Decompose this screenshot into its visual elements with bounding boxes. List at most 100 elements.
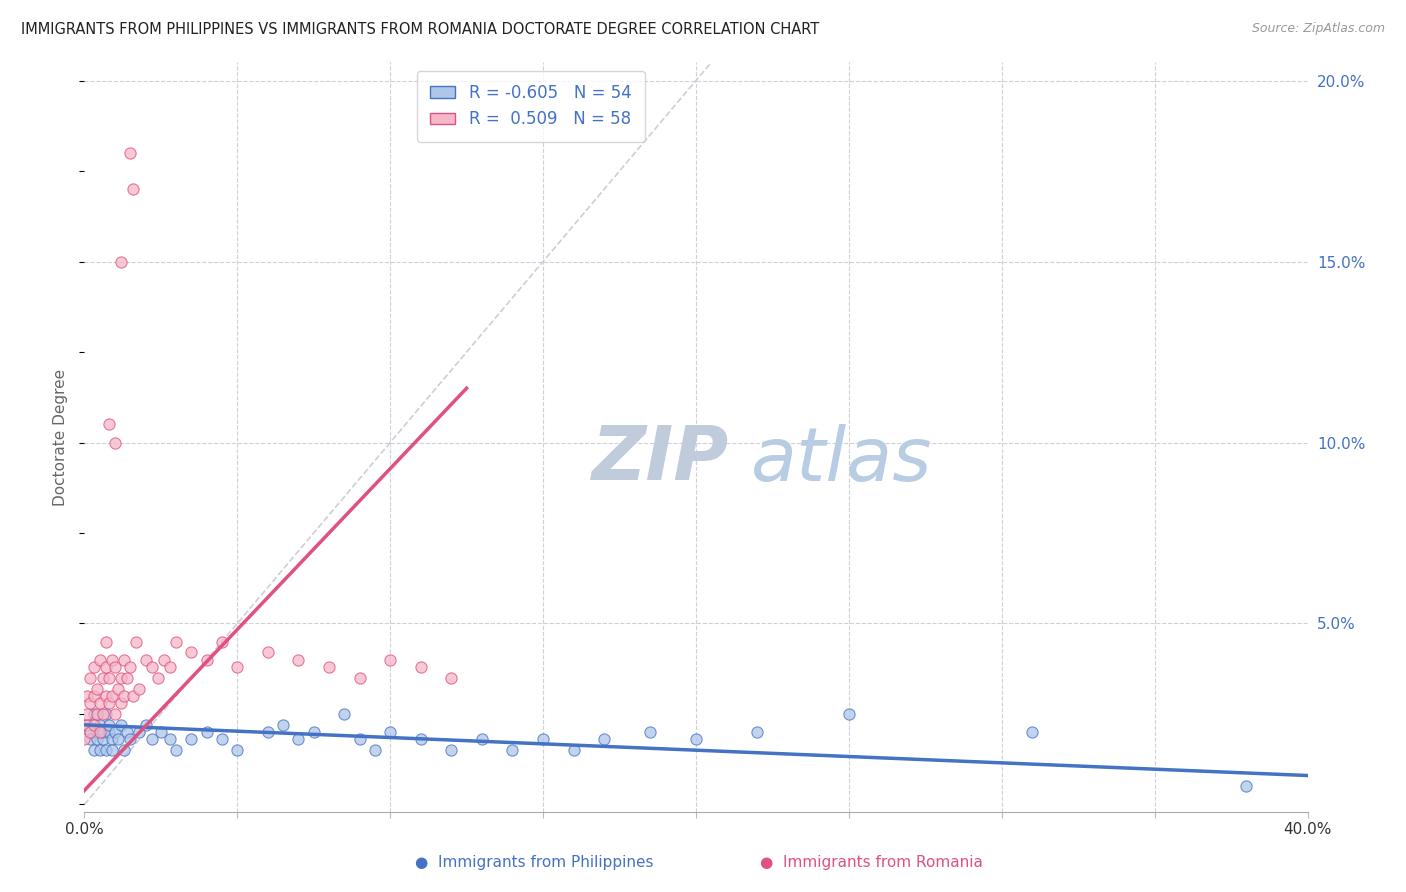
- Point: [120, 145, 142, 160]
- Point: [89, 653, 111, 667]
- Point: [159, 660, 181, 674]
- Point: [1236, 780, 1258, 794]
- Point: [104, 706, 127, 721]
- Point: [380, 725, 402, 739]
- Point: [287, 732, 309, 747]
- Point: [83, 718, 105, 732]
- Point: [89, 696, 111, 710]
- Point: [271, 718, 294, 732]
- Point: [79, 671, 101, 685]
- Point: [101, 732, 124, 747]
- Point: [257, 645, 280, 659]
- Point: [349, 732, 371, 747]
- Point: [94, 743, 117, 757]
- Point: [838, 706, 860, 721]
- Point: [101, 653, 124, 667]
- Point: [146, 671, 169, 685]
- Point: [562, 743, 585, 757]
- Point: [107, 732, 129, 747]
- Point: [195, 653, 218, 667]
- Point: [531, 732, 554, 747]
- Point: [76, 689, 98, 703]
- Point: [380, 653, 402, 667]
- Point: [73, 732, 96, 747]
- Point: [79, 725, 101, 739]
- Point: [364, 743, 387, 757]
- Point: [110, 254, 132, 268]
- Text: ZIP: ZIP: [592, 423, 730, 496]
- Point: [115, 671, 138, 685]
- Text: ●  Immigrants from Philippines: ● Immigrants from Philippines: [415, 855, 654, 870]
- Point: [211, 732, 233, 747]
- Point: [141, 660, 163, 674]
- Point: [97, 718, 120, 732]
- Text: Source: ZipAtlas.com: Source: ZipAtlas.com: [1251, 22, 1385, 36]
- Legend: R = -0.605   N = 54, R =  0.509   N = 58: R = -0.605 N = 54, R = 0.509 N = 58: [418, 70, 645, 142]
- Point: [97, 417, 120, 432]
- Text: atlas: atlas: [751, 424, 932, 496]
- Point: [112, 689, 135, 703]
- Point: [638, 725, 661, 739]
- Point: [122, 689, 145, 703]
- Point: [86, 732, 108, 747]
- Point: [165, 743, 187, 757]
- Point: [101, 689, 124, 703]
- Point: [257, 725, 280, 739]
- Point: [128, 681, 150, 696]
- Point: [86, 725, 108, 739]
- Point: [195, 725, 218, 739]
- Y-axis label: Doctorate Degree: Doctorate Degree: [53, 368, 69, 506]
- Point: [91, 671, 114, 685]
- Point: [107, 681, 129, 696]
- Point: [94, 706, 117, 721]
- Point: [76, 706, 98, 721]
- Point: [135, 653, 157, 667]
- Point: [115, 725, 138, 739]
- Point: [91, 732, 114, 747]
- Point: [211, 634, 233, 648]
- Point: [83, 706, 105, 721]
- Point: [302, 725, 325, 739]
- Point: [97, 671, 120, 685]
- Point: [89, 718, 111, 732]
- Point: [409, 732, 432, 747]
- Point: [110, 696, 132, 710]
- Point: [86, 706, 108, 721]
- Point: [91, 725, 114, 739]
- Point: [101, 743, 124, 757]
- Point: [79, 732, 101, 747]
- Point: [83, 743, 105, 757]
- Point: [79, 725, 101, 739]
- Point: [471, 732, 494, 747]
- Point: [94, 660, 117, 674]
- Point: [110, 718, 132, 732]
- Point: [76, 718, 98, 732]
- Point: [593, 732, 616, 747]
- Point: [104, 660, 127, 674]
- Point: [180, 645, 202, 659]
- Point: [1021, 725, 1043, 739]
- Point: [747, 725, 769, 739]
- Point: [120, 732, 142, 747]
- Point: [89, 725, 111, 739]
- Point: [135, 718, 157, 732]
- Point: [122, 182, 145, 196]
- Point: [128, 725, 150, 739]
- Point: [287, 653, 309, 667]
- Point: [141, 732, 163, 747]
- Point: [83, 660, 105, 674]
- Point: [104, 435, 127, 450]
- Point: [89, 743, 111, 757]
- Point: [226, 660, 249, 674]
- Point: [318, 660, 340, 674]
- Point: [97, 725, 120, 739]
- Point: [165, 634, 187, 648]
- Text: IMMIGRANTS FROM PHILIPPINES VS IMMIGRANTS FROM ROMANIA DOCTORATE DEGREE CORRELAT: IMMIGRANTS FROM PHILIPPINES VS IMMIGRANT…: [21, 22, 820, 37]
- Point: [79, 696, 101, 710]
- Point: [409, 660, 432, 674]
- Point: [440, 671, 463, 685]
- Point: [112, 743, 135, 757]
- Text: ●  Immigrants from Romania: ● Immigrants from Romania: [761, 855, 983, 870]
- Point: [149, 725, 172, 739]
- Point: [86, 681, 108, 696]
